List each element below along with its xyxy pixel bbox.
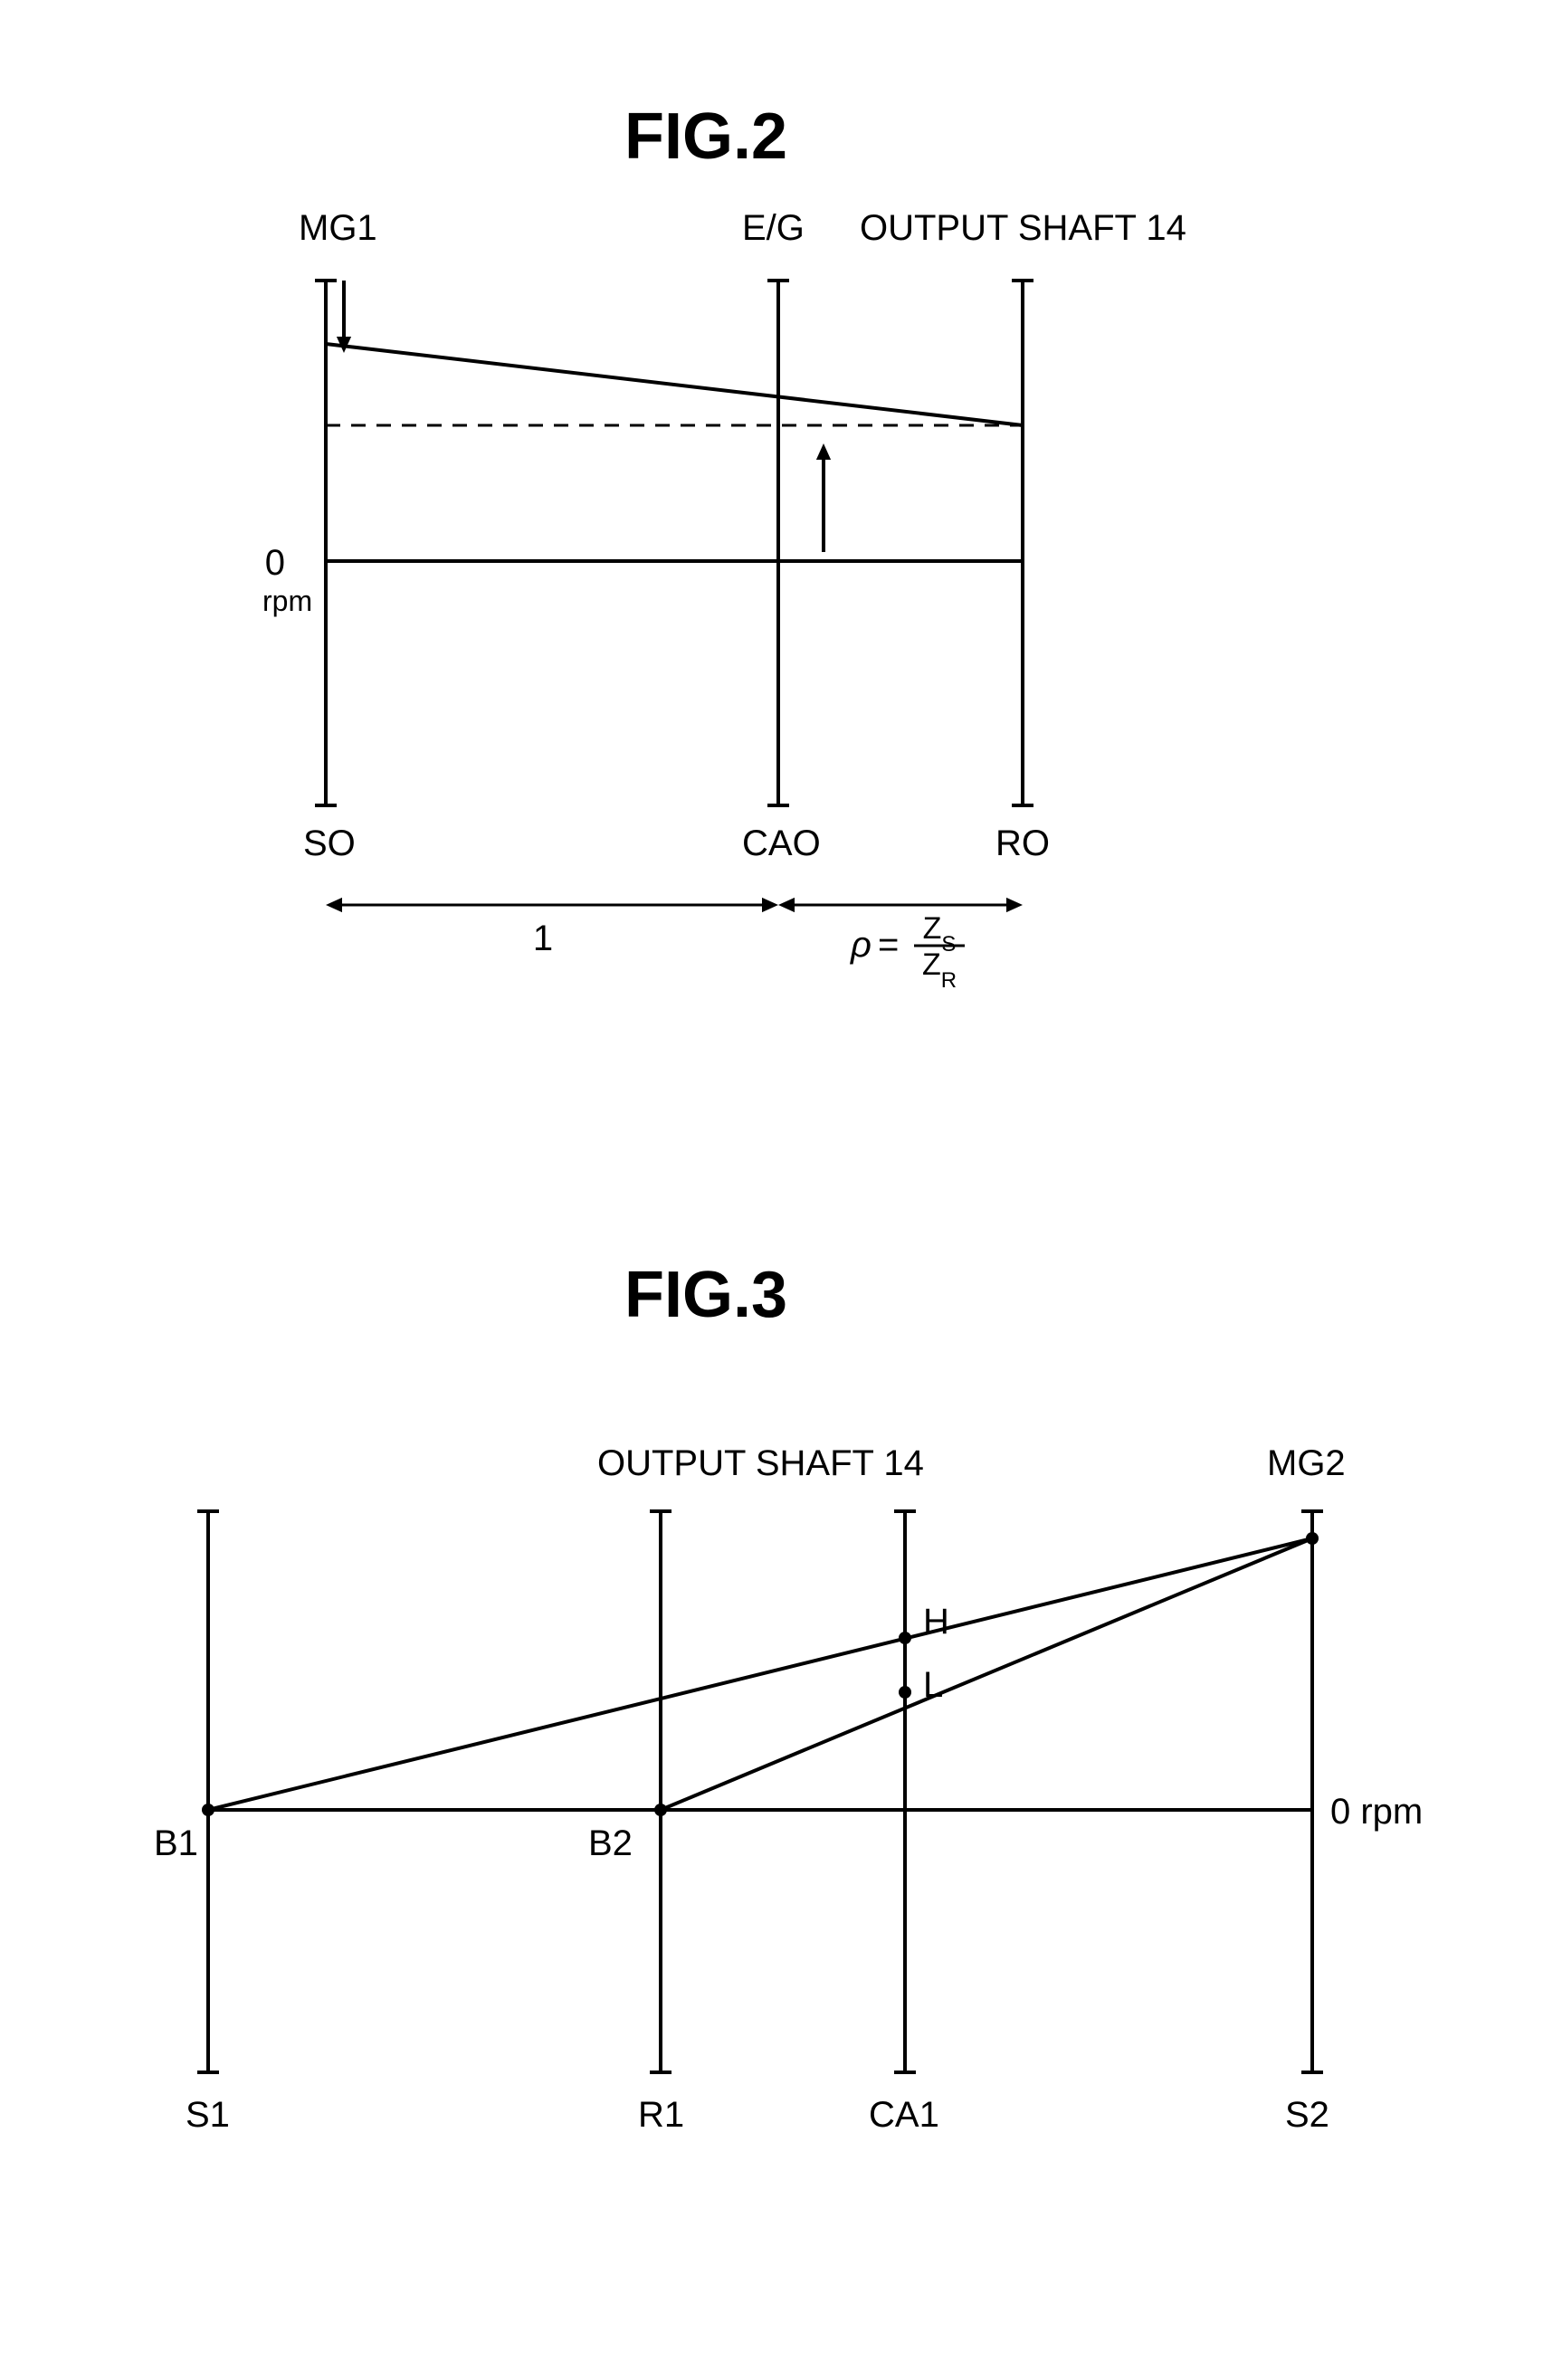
svg-text:H: H (923, 1602, 949, 1642)
fig2-title: FIG.2 (624, 100, 787, 174)
fig2-diagram: MG1E/GOUTPUT SHAFT 140rpmSOCAORO1ρ=ZSZR (271, 253, 1285, 959)
svg-text:CA1: CA1 (869, 2095, 939, 2135)
svg-text:L: L (923, 1665, 943, 1705)
svg-text:S1: S1 (186, 2095, 230, 2135)
svg-text:=: = (878, 925, 899, 965)
svg-text:ρ: ρ (850, 925, 872, 965)
svg-text:B2: B2 (588, 1823, 633, 1863)
page: FIG.2 MG1 E/G OUTPUT SHAFT 14 0rpm SO CAO RO 1 ρ… (0, 0, 1543, 2380)
svg-text:MG1: MG1 (299, 208, 377, 248)
svg-text:0 rpm: 0 rpm (1330, 1792, 1423, 1832)
svg-text:R1: R1 (638, 2095, 684, 2135)
svg-text:0: 0 (265, 543, 285, 583)
fig3-title: FIG.3 (624, 1258, 787, 1332)
svg-text:SO: SO (303, 823, 356, 863)
fig3-diagram: OUTPUT SHAFT 14MG20 rpmB1B2HLS1R1CA1S2 (154, 1421, 1403, 2217)
svg-text:rpm: rpm (262, 585, 312, 617)
svg-text:S2: S2 (1285, 2095, 1329, 2135)
svg-text:1: 1 (533, 919, 553, 958)
svg-text:MG2: MG2 (1267, 1443, 1346, 1483)
svg-text:E/G: E/G (742, 208, 805, 248)
svg-text:B1: B1 (154, 1823, 198, 1863)
svg-text:RO: RO (995, 823, 1050, 863)
svg-text:OUTPUT SHAFT 14: OUTPUT SHAFT 14 (597, 1443, 924, 1483)
svg-text:OUTPUT SHAFT 14: OUTPUT SHAFT 14 (860, 208, 1186, 248)
svg-text:CAO: CAO (742, 823, 821, 863)
